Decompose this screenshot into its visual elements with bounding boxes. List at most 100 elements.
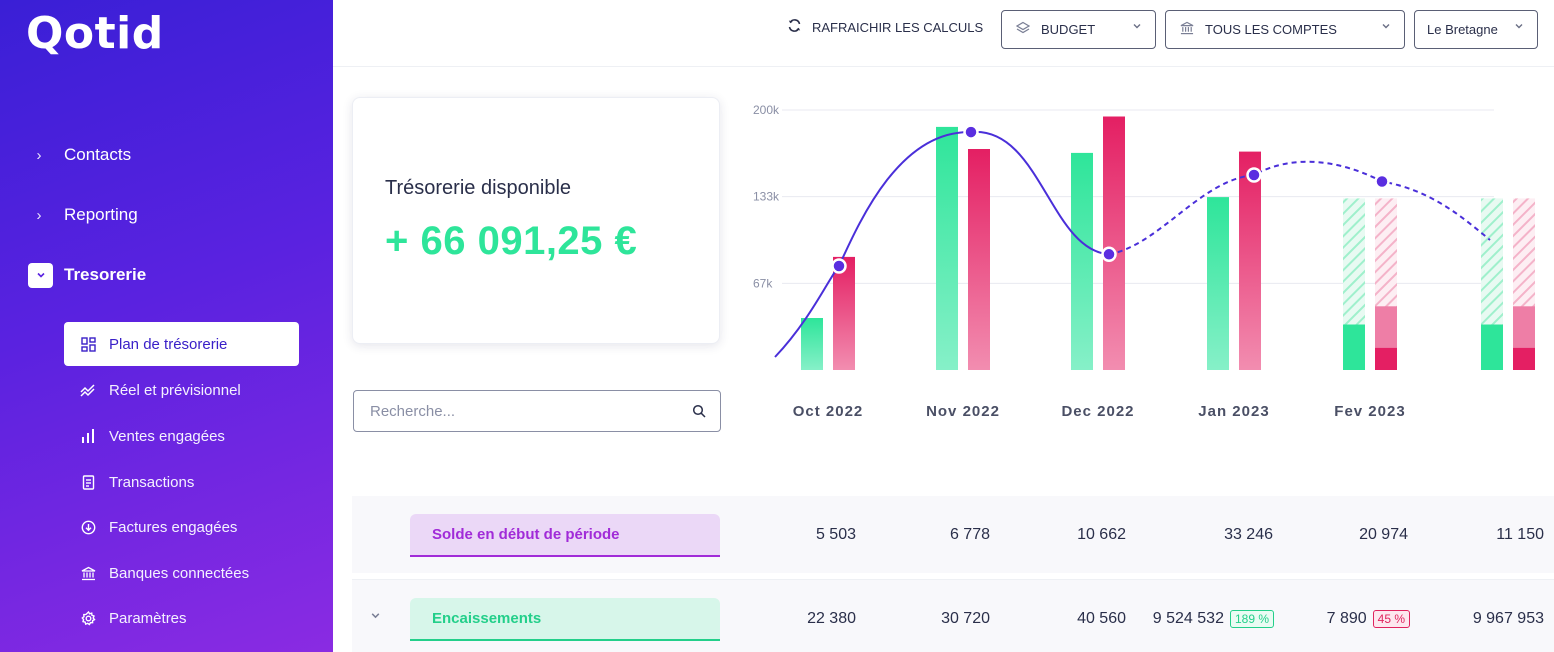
treasury-card: Trésorerie disponible + 66 091,25 € (352, 97, 720, 344)
table-cell: 9 967 953 (1472, 610, 1544, 627)
bar-expense (1239, 151, 1261, 370)
accounts-select-value: TOUS LES COMPTES (1205, 22, 1337, 37)
bar-income (1071, 152, 1093, 370)
budget-select-value: BUDGET (1041, 22, 1096, 37)
table-row-receipts: Encaissements 22 380 30 720 40 560 9 524… (352, 579, 1554, 652)
balance-line-forecast (1108, 160, 1491, 256)
table-cell: 40 560 (1077, 610, 1126, 627)
bar-expense (1513, 347, 1535, 370)
treasury-card-value: + 66 091,25 € (385, 219, 638, 263)
percentage-badge: 189 % (1229, 610, 1274, 628)
chevron-right-icon: › (36, 146, 42, 164)
bar-expense (833, 256, 855, 370)
sidebar-subitem-plan-de-tresorerie[interactable]: Plan de trésorerie (64, 322, 299, 366)
search-input[interactable] (354, 402, 674, 420)
sidebar-subitem-banques-connectees[interactable]: Banques connectées (64, 551, 299, 595)
search-icon[interactable] (692, 404, 706, 423)
refresh-icon (787, 18, 802, 37)
table-cell: 11 150 (1496, 526, 1544, 543)
treasury-table: Solde en début de période 5 503 6 778 10… (352, 496, 1554, 652)
layers-icon (1015, 21, 1031, 38)
bar-chart-icon (80, 428, 96, 444)
top-bar: RAFRAICHIR LES CALCULS BUDGET TOUS LES C… (333, 0, 1554, 67)
treasury-card-title: Trésorerie disponible (385, 177, 572, 199)
chevron-right-icon: › (36, 206, 42, 224)
bar-expense (1375, 347, 1397, 370)
sidebar-item-label: Tresorerie (64, 265, 147, 284)
table-row-opening-balance: Solde en début de période 5 503 6 778 10… (352, 496, 1554, 573)
sidebar-subitem-label: Ventes engagées (109, 427, 225, 445)
cell-value: 9 524 532 (1152, 610, 1224, 627)
company-select[interactable]: Le Bretagne (1414, 10, 1538, 49)
sidebar-item-contacts[interactable]: › Contacts (28, 136, 132, 174)
sidebar-subitem-label: Factures engagées (109, 518, 238, 536)
sidebar-item-label: Contacts (64, 145, 132, 164)
bar-expense (968, 149, 990, 370)
bar-income (1343, 324, 1365, 370)
cashflow-chart: 200k 133k 67k Oct 2022 Nov 2022 Dec 2022 Jan … (740, 80, 1554, 430)
sidebar: Qotid › Contacts › Reporting Tresorerie … (0, 0, 333, 652)
sidebar-subitem-reel-previsionnel[interactable]: Réel et prévisionnel (64, 368, 299, 412)
row-label-receipts[interactable]: Encaissements (410, 598, 720, 641)
balance-point (831, 258, 847, 274)
bar-income (801, 318, 823, 370)
balance-point (1246, 167, 1262, 183)
chevron-down-icon (1132, 21, 1142, 34)
chevron-down-icon (1381, 21, 1391, 34)
cashflow-chart-svg: 200k 133k 67k Oct 2022 Nov 2022 Dec 2022 Jan … (753, 103, 1535, 420)
table-cell: 30 720 (941, 610, 990, 627)
budget-select[interactable]: BUDGET (1001, 10, 1156, 49)
bank-icon (1180, 21, 1194, 38)
download-circle-icon (80, 519, 96, 535)
x-axis-label: Dec 2022 (1061, 403, 1134, 420)
trend-icon (80, 382, 96, 398)
sidebar-subitem-label: Banques connectées (109, 564, 250, 582)
y-tick-label: 67k (753, 276, 773, 290)
sidebar-subitem-parametres[interactable]: Paramètres (64, 596, 299, 640)
receipt-icon (80, 474, 96, 490)
gear-icon (80, 610, 96, 626)
percentage-badge: 45 % (1372, 610, 1410, 628)
chevron-down-icon (28, 262, 53, 288)
refresh-calculations-button[interactable]: RAFRAICHIR LES CALCULS (787, 18, 983, 37)
sidebar-subitem-ventes-engagees[interactable]: Ventes engagées (64, 414, 299, 458)
sidebar-subitem-factures-engagees[interactable]: Factures engagées (64, 505, 299, 549)
row-label-opening-balance[interactable]: Solde en début de période (410, 514, 720, 557)
sidebar-subitem-transactions[interactable]: Transactions (64, 460, 299, 504)
balance-point (963, 124, 979, 140)
company-select-value: Le Bretagne (1427, 22, 1498, 37)
x-axis-label: Oct 2022 (793, 403, 864, 420)
sidebar-item-tresorerie[interactable]: Tresorerie (28, 256, 146, 294)
table-cell: 6 778 (949, 526, 990, 543)
table-cell: 9 524 532 189 % (1132, 610, 1274, 628)
sidebar-item-reporting[interactable]: › Reporting (28, 196, 138, 234)
balance-point (1374, 173, 1390, 190)
dashboard-icon (80, 336, 96, 352)
chevron-down-icon (1514, 21, 1524, 34)
balance-point (1101, 246, 1117, 263)
table-cell: 22 380 (807, 610, 856, 627)
refresh-label: RAFRAICHIR LES CALCULS (812, 20, 984, 35)
brand-logo[interactable]: Qotid (26, 8, 164, 59)
search-box (353, 390, 721, 432)
x-axis-label: Nov 2022 (926, 403, 1000, 420)
table-cell: 5 503 (815, 526, 856, 543)
x-axis-label: Jan 2023 (1198, 403, 1269, 420)
balance-line (774, 131, 1110, 358)
table-cell: 20 974 (1359, 526, 1408, 543)
accounts-select[interactable]: TOUS LES COMPTES (1165, 10, 1405, 49)
sidebar-item-label: Reporting (64, 205, 138, 224)
x-axis-label: Fev 2023 (1334, 403, 1405, 420)
chevron-down-icon[interactable] (370, 610, 381, 624)
y-tick-label: 200k (753, 103, 780, 117)
sidebar-subitem-label: Réel et prévisionnel (109, 381, 241, 399)
sidebar-subitem-label: Plan de trésorerie (109, 335, 228, 353)
cell-value: 7 890 (1326, 610, 1367, 627)
table-cell: 7 890 45 % (1282, 610, 1410, 628)
bank-icon (80, 565, 96, 581)
bar-income (1207, 197, 1229, 370)
sidebar-subitem-label: Paramètres (109, 609, 187, 627)
table-cell: 33 246 (1224, 526, 1273, 543)
sidebar-subitem-label: Transactions (109, 473, 195, 491)
